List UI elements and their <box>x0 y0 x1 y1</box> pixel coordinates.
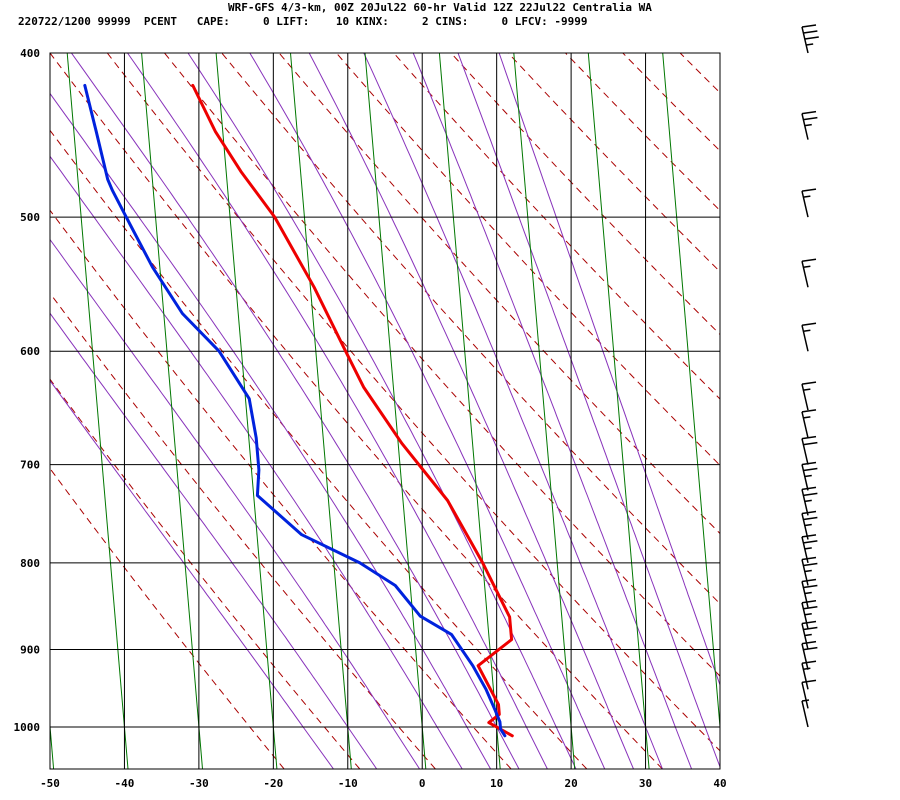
wind-barb <box>801 486 818 516</box>
wind-barb <box>801 435 818 465</box>
wind-barb <box>801 110 818 140</box>
moist-adiabat-line <box>70 53 520 769</box>
x-tick-label: -20 <box>263 777 283 790</box>
moist-adiabat-line <box>498 53 720 687</box>
wind-barb <box>801 24 819 54</box>
wind-barb-column <box>801 24 819 728</box>
dry-adiabat-line <box>737 53 900 769</box>
wind-barb <box>801 534 818 564</box>
moist-adiabat-line <box>187 53 577 769</box>
y-tick-label: 900 <box>20 643 40 656</box>
wind-barb <box>801 258 817 288</box>
isotherm-line <box>662 53 720 733</box>
isotherm-line <box>513 53 576 769</box>
wind-barb <box>801 600 818 629</box>
y-tick-label: 1000 <box>14 721 41 734</box>
dry-adiabat-line <box>507 53 720 273</box>
wind-barb <box>801 660 817 690</box>
dry-adiabat-line <box>50 53 663 769</box>
plot-overlay <box>49 52 721 770</box>
x-tick-label: 20 <box>564 777 577 790</box>
y-tick-label: 500 <box>20 211 40 224</box>
wind-barb <box>801 188 817 218</box>
dry-adiabat-line <box>50 378 361 769</box>
x-tick-label: -50 <box>40 777 60 790</box>
moist-adiabat-line <box>50 92 492 769</box>
y-tick-label: 700 <box>20 459 40 472</box>
wind-barb <box>801 510 818 540</box>
moist-adiabat-line <box>50 379 334 769</box>
wind-barb <box>801 620 818 650</box>
dry-adiabat-line <box>164 53 720 677</box>
plot-area <box>50 53 900 769</box>
moist-adiabat-line <box>308 53 634 769</box>
dry-adiabat-line <box>565 53 720 212</box>
axis-labels: -50 -40 -30 -20 -10 0 10 20 30 40 400 500 600 700 800 9… <box>14 47 727 790</box>
x-tick-label: 10 <box>490 777 503 790</box>
wind-barb <box>801 578 818 608</box>
dry-adiabat-line <box>336 53 720 467</box>
temperature-profile-line <box>191 83 514 738</box>
wind-barb <box>801 640 818 670</box>
moist-adiabat-line <box>249 53 606 769</box>
y-tick-label: 400 <box>20 47 40 60</box>
dry-adiabat-line <box>622 53 720 152</box>
moist-adiabat-line <box>50 155 463 769</box>
dry-adiabat-line <box>221 53 720 605</box>
dry-adiabat-line <box>50 467 285 769</box>
isotherm-line <box>587 53 650 769</box>
stability-indices-line: 220722/1200 99999 PCENT CAPE: 0 LIFT: 10… <box>18 15 588 28</box>
x-tick-label: -30 <box>189 777 209 790</box>
plot-frame <box>49 52 721 770</box>
moist-adiabat-line <box>412 53 693 769</box>
x-tick-label: 0 <box>419 777 426 790</box>
isotherm-line <box>50 720 55 769</box>
wind-barb <box>801 679 817 709</box>
moist-adiabat-line <box>127 53 548 769</box>
y-tick-label: 600 <box>20 345 40 358</box>
wind-barb <box>801 556 818 586</box>
moist-adiabat-line <box>50 312 378 769</box>
chart-title: WRF-GFS 4/3-km, 00Z 20Jul22 60-hr Valid … <box>228 1 652 14</box>
wind-barb <box>801 409 817 439</box>
y-tick-label: 800 <box>20 557 40 570</box>
dry-adiabat-line <box>278 53 720 535</box>
dry-adiabat-line <box>852 53 900 769</box>
dewpoint-profile-line <box>83 83 507 738</box>
wind-barb <box>801 381 817 411</box>
wind-barb <box>801 461 818 491</box>
moist-adiabat-line <box>363 53 663 769</box>
x-tick-label: 40 <box>713 777 726 790</box>
moist-adiabat-line <box>457 53 720 769</box>
dry-adiabat-line <box>679 53 720 94</box>
isotherm-line <box>141 53 203 769</box>
wind-barb <box>801 322 817 352</box>
isotherm-line <box>215 53 278 769</box>
isotherm-line <box>290 53 352 769</box>
dry-adiabat-line <box>50 292 436 769</box>
x-tick-label: -40 <box>115 777 135 790</box>
x-tick-label: -10 <box>338 777 358 790</box>
wind-barb <box>801 699 810 728</box>
isotherm-line <box>364 53 427 769</box>
dry-adiabat-line <box>50 129 588 769</box>
moist-adiabat-line <box>50 238 421 769</box>
x-tick-label: 30 <box>639 777 652 790</box>
